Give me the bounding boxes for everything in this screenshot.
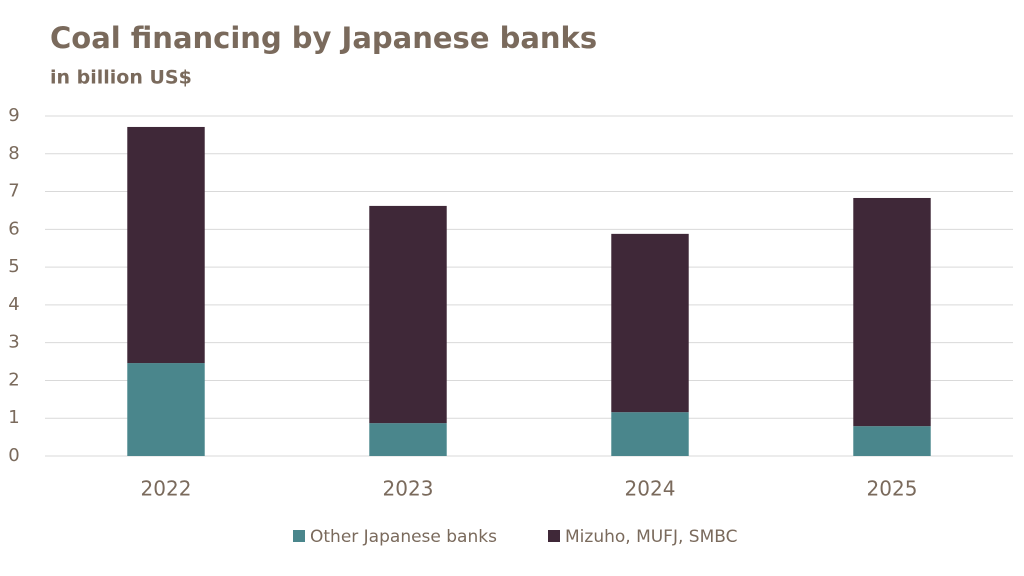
y-tick-label: 2 <box>8 369 19 390</box>
bar-segment <box>127 126 205 364</box>
legend-swatch <box>548 530 560 542</box>
bar-segment <box>369 423 447 456</box>
legend-swatch <box>293 530 305 542</box>
x-tick-label: 2023 <box>383 477 434 501</box>
bar-segment <box>369 205 447 424</box>
y-tick-label: 4 <box>8 294 19 315</box>
bar-segment <box>127 363 205 456</box>
legend-label: Other Japanese banks <box>310 527 497 547</box>
y-tick-label: 8 <box>8 143 19 164</box>
x-tick-label: 2022 <box>141 477 192 501</box>
x-tick-label: 2025 <box>867 477 918 501</box>
y-tick-label: 5 <box>8 256 19 277</box>
chart-title: Coal financing by Japanese banks <box>50 21 597 55</box>
y-tick-label: 1 <box>8 407 19 428</box>
y-tick-label: 9 <box>8 105 19 126</box>
y-tick-label: 3 <box>8 332 19 353</box>
bar-segment <box>611 412 689 456</box>
y-tick-label: 7 <box>8 181 19 202</box>
bar-segment <box>611 233 689 413</box>
y-tick-label: 0 <box>8 445 19 466</box>
y-tick-label: 6 <box>8 218 19 239</box>
x-tick-label: 2024 <box>625 477 676 501</box>
chart-subtitle: in billion US$ <box>50 67 192 89</box>
bar-segment <box>853 426 931 456</box>
legend-label: Mizuho, MUFJ, SMBC <box>565 527 737 547</box>
bar-segment <box>853 197 931 427</box>
